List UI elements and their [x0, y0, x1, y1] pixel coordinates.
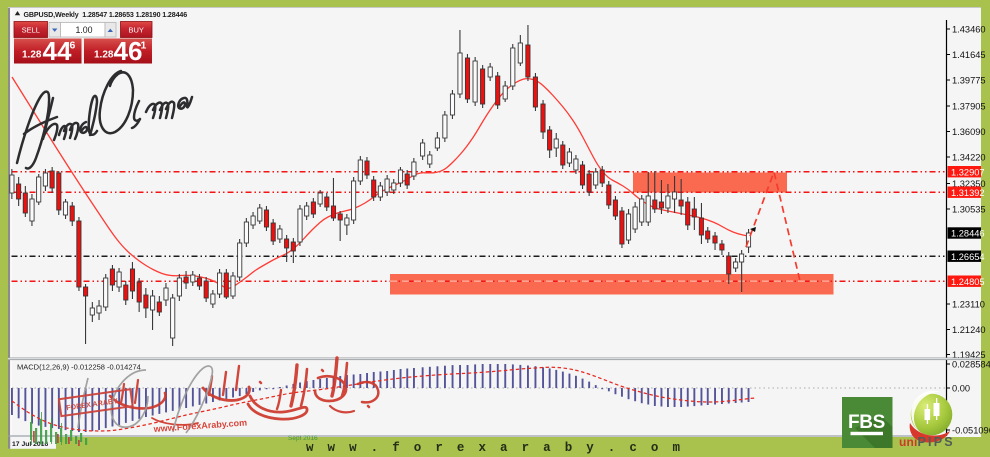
svg-text:-0.051096: -0.051096 — [952, 426, 990, 436]
svg-text:1.41645: 1.41645 — [952, 50, 986, 60]
svg-text:44: 44 — [43, 36, 72, 66]
svg-text:1.36090: 1.36090 — [952, 127, 986, 137]
svg-text:PIPS: PIPS — [918, 435, 955, 449]
svg-text:1.32907: 1.32907 — [951, 167, 985, 177]
svg-text:1: 1 — [141, 40, 147, 52]
svg-text:MACD(12,26,9) -0.012258 -0.014: MACD(12,26,9) -0.012258 -0.014274 — [17, 363, 141, 372]
svg-text:1.23110: 1.23110 — [952, 300, 985, 310]
svg-text:FBS: FBS — [848, 412, 885, 433]
svg-text:1.19425: 1.19425 — [952, 350, 986, 360]
svg-text:1.31392: 1.31392 — [951, 188, 985, 198]
svg-text:0.00: 0.00 — [952, 384, 970, 394]
svg-text:Sept 2016: Sept 2016 — [288, 435, 318, 442]
svg-text:1.00: 1.00 — [75, 25, 92, 35]
svg-text:1.30535: 1.30535 — [952, 205, 986, 215]
svg-text:1.26654: 1.26654 — [951, 252, 985, 262]
svg-text:1.21240: 1.21240 — [952, 325, 986, 335]
svg-text:46: 46 — [114, 36, 143, 66]
svg-text:GBPUSD,Weekly 1.28547 1.28653: GBPUSD,Weekly 1.28547 1.28653 1.28190 1.… — [24, 11, 188, 19]
svg-text:6: 6 — [70, 40, 76, 52]
svg-text:1.24805: 1.24805 — [951, 277, 985, 287]
svg-text:uni: uni — [899, 435, 918, 449]
svg-text:BUY: BUY — [128, 26, 143, 35]
svg-text:17 Jul 2016: 17 Jul 2016 — [12, 441, 48, 448]
svg-text:1.34220: 1.34220 — [952, 153, 986, 163]
svg-text:1.43460: 1.43460 — [952, 25, 986, 35]
svg-text:1.32350: 1.32350 — [952, 179, 986, 189]
svg-text:SELL: SELL — [22, 26, 40, 35]
svg-text:1.28446: 1.28446 — [951, 229, 985, 239]
svg-text:1.39775: 1.39775 — [952, 76, 986, 86]
svg-text:1.28: 1.28 — [94, 50, 114, 61]
svg-text:0.028584: 0.028584 — [952, 360, 990, 370]
svg-text:1.28: 1.28 — [22, 50, 42, 61]
svg-text:1.37905: 1.37905 — [952, 102, 986, 112]
